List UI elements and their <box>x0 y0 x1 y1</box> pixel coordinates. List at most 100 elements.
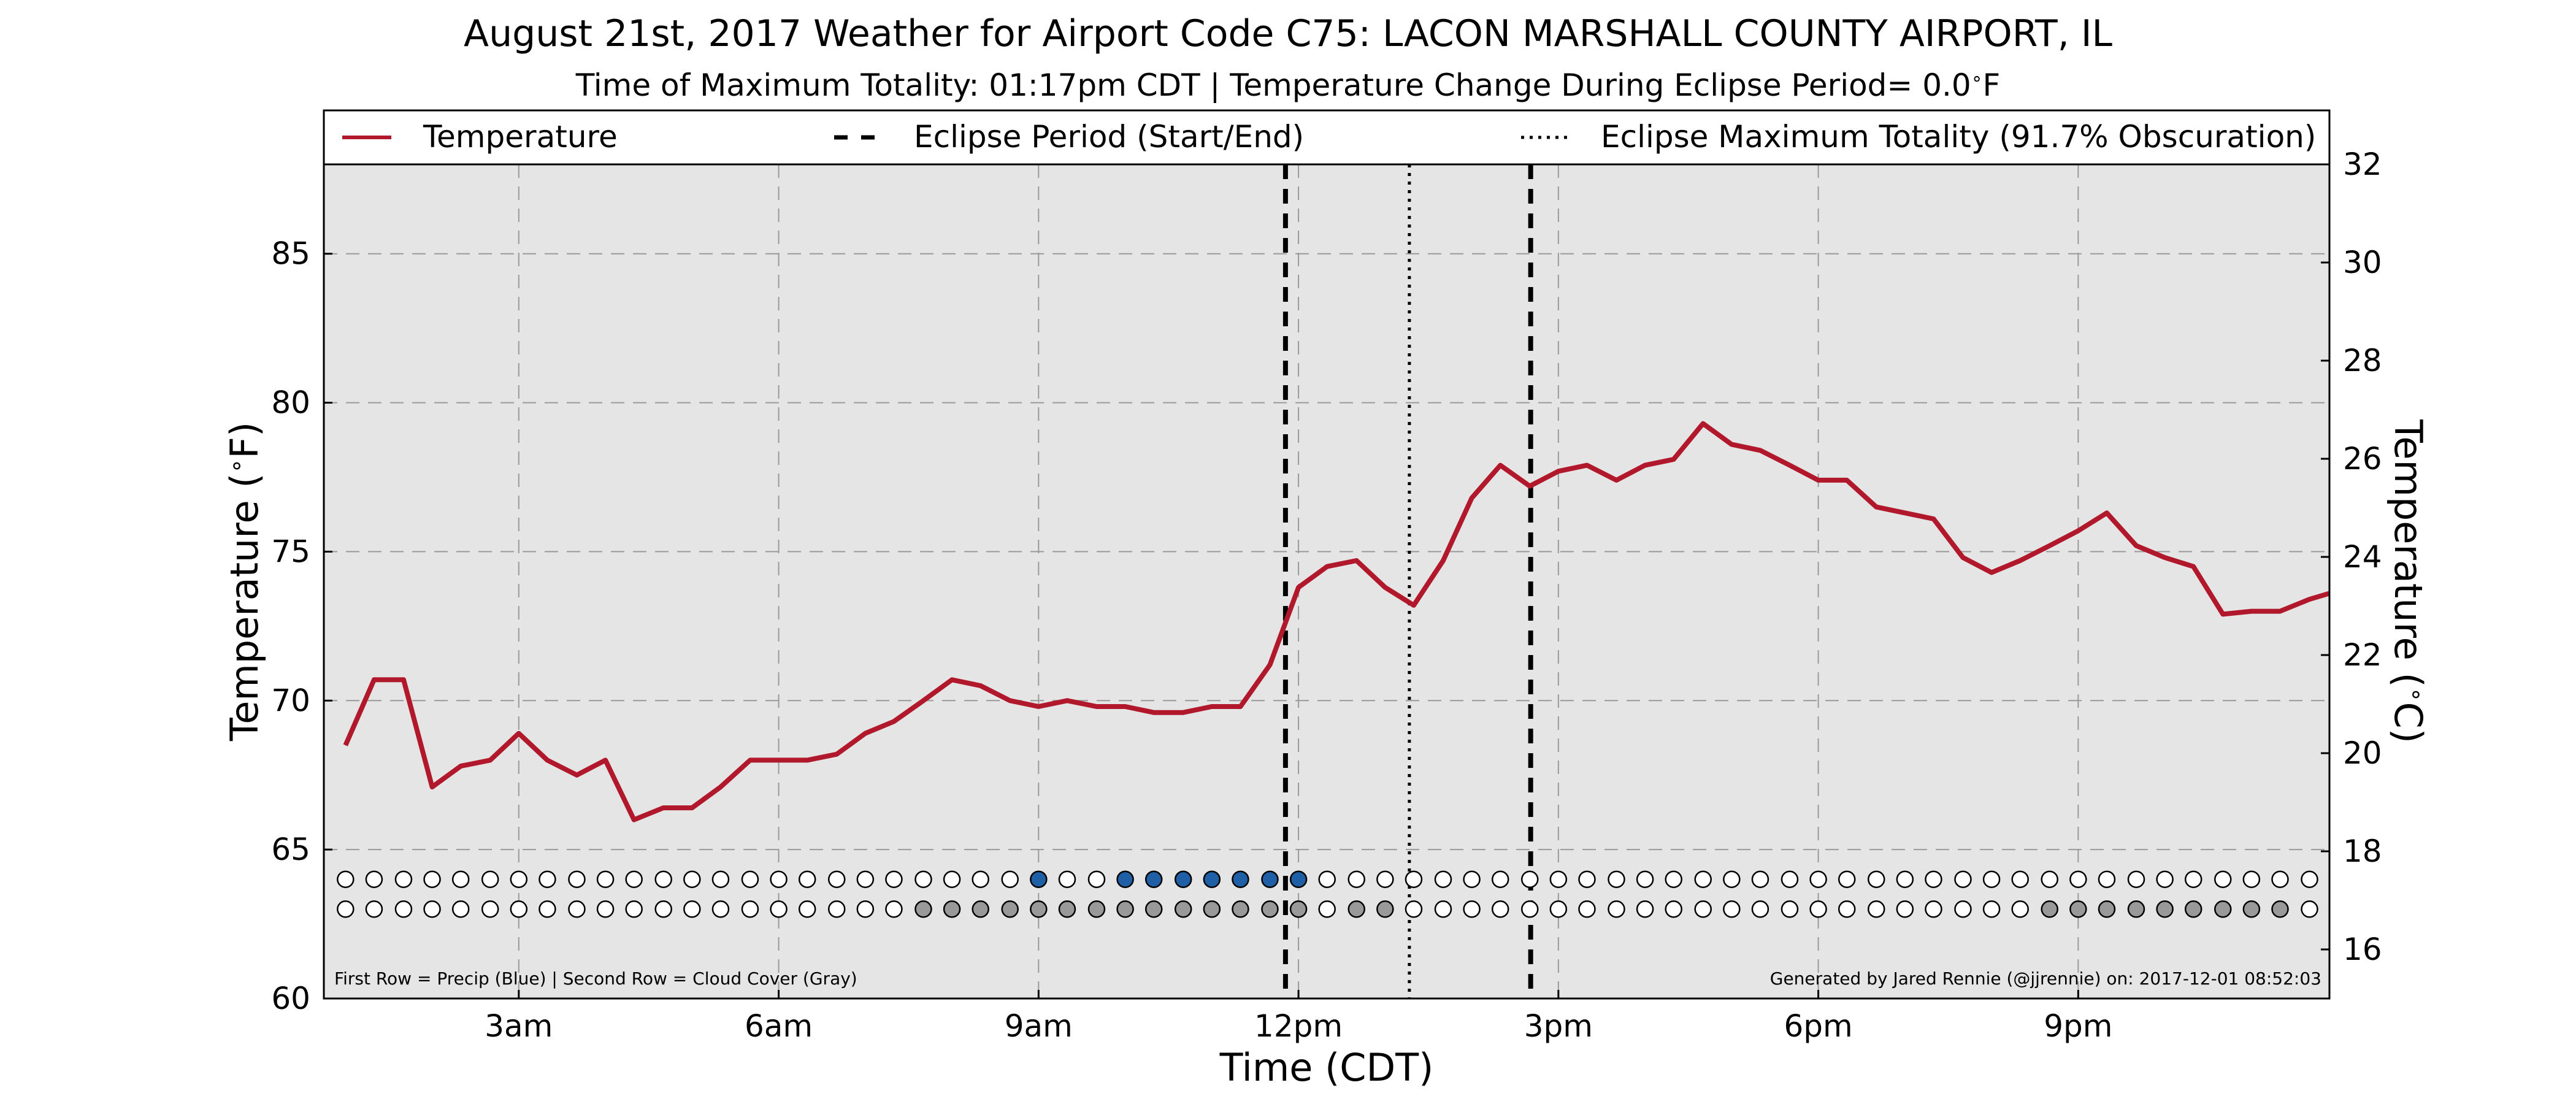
y-right-tick-label: 28 <box>2343 343 2382 378</box>
precip-dot <box>1896 870 1914 888</box>
cloud-cover-dot <box>365 900 383 918</box>
dot-rows-note: First Row = Precip (Blue) | Second Row =… <box>334 968 857 989</box>
plot-frame <box>323 163 2331 1000</box>
precip-dot <box>1347 870 1365 888</box>
precip-dot <box>1261 870 1279 888</box>
cloud-cover-dot <box>568 900 586 918</box>
precip-dot <box>1203 870 1221 888</box>
precip-dot <box>568 870 586 888</box>
cloud-cover-dot <box>481 900 499 918</box>
chart-subtitle-unit: F <box>1983 67 2001 103</box>
precip-dot <box>1751 870 1769 888</box>
cloud-cover-dot <box>2127 900 2145 918</box>
cloud-cover-dot <box>451 900 470 918</box>
precip-dot <box>683 870 701 888</box>
cloud-cover-dot <box>2214 900 2232 918</box>
precip-dot <box>1087 870 1106 888</box>
cloud-cover-dot <box>1030 900 1048 918</box>
cloud-cover-dot <box>683 900 701 918</box>
precip-cloud-dots <box>337 870 2318 918</box>
precip-dot <box>914 870 932 888</box>
cloud-cover-dot <box>972 900 989 918</box>
legend-eclipse-max-label: Eclipse Maximum Totality (91.7% Obscurat… <box>1601 119 2316 155</box>
cloud-cover-dot <box>1405 900 1423 918</box>
precip-dot <box>1463 870 1481 888</box>
precip-dot <box>2184 870 2202 888</box>
cloud-cover-dot <box>1982 900 2001 918</box>
cloud-cover-dot <box>1232 900 1249 918</box>
plot-background <box>324 164 2329 999</box>
legend-temperature-label: Temperature <box>423 119 618 155</box>
precip-dot <box>1376 870 1394 888</box>
precip-dot <box>1520 870 1539 888</box>
y-axis-right-label-text: Temperature ( <box>2386 419 2431 688</box>
chart-title: August 21st, 2017 Weather for Airport Co… <box>464 12 2113 55</box>
precip-dot <box>1954 870 1972 888</box>
y-axis-right-degree: ∘ <box>2403 688 2430 702</box>
precip-dot <box>1925 870 1942 888</box>
y-right-tick-label: 16 <box>2343 932 2382 967</box>
cloud-cover-dot <box>1520 900 1539 918</box>
y-right-tick-label: 30 <box>2343 245 2382 280</box>
cloud-cover-dot <box>741 900 759 918</box>
cloud-cover-dot <box>711 900 730 918</box>
precip-dot <box>1809 870 1827 888</box>
precip-dot <box>856 870 875 888</box>
cloud-cover-dot <box>1608 900 1625 918</box>
cloud-cover-dot <box>1751 900 1769 918</box>
precip-dot <box>885 870 903 888</box>
cloud-cover-dot <box>770 900 788 918</box>
cloud-cover-dot <box>2011 900 2029 918</box>
cloud-cover-dot <box>654 900 672 918</box>
cloud-cover-dot <box>2069 900 2087 918</box>
x-tick-label: 9pm <box>2044 1008 2112 1044</box>
precip-dot <box>2098 870 2116 888</box>
precip-dot <box>2156 870 2174 888</box>
precip-dot <box>2271 870 2289 888</box>
x-axis-label: Time (CDT) <box>1219 1045 1434 1090</box>
precip-dot <box>451 870 470 888</box>
precip-dot <box>1434 870 1452 888</box>
y-axis-right-unit: C) <box>2386 702 2431 743</box>
cloud-cover-dot <box>2184 900 2202 918</box>
cloud-cover-dot <box>1954 900 1972 918</box>
y-right-tick-label: 32 <box>2343 147 2382 182</box>
cloud-cover-dot <box>1925 900 1942 918</box>
cloud-cover-dot <box>1289 900 1308 918</box>
y-left-tick-label: 80 <box>271 385 310 421</box>
precip-dot <box>510 870 528 888</box>
y-axis-right-label: Temperature (∘C) <box>2386 419 2431 743</box>
precip-dot <box>741 870 759 888</box>
y-axis-left-label-text: Temperature ( <box>222 473 267 742</box>
chart-subtitle-degree: ∘ <box>1971 68 1983 90</box>
precip-dot <box>1144 870 1163 888</box>
cloud-cover-dot <box>2271 900 2289 918</box>
y-left-tick-label: 65 <box>271 832 310 867</box>
cloud-cover-dot <box>2098 900 2116 918</box>
generated-by-note: Generated by Jared Rennie (@jjrennie) on… <box>1770 968 2321 989</box>
precip-dot <box>1058 870 1076 888</box>
cloud-cover-dot <box>2242 900 2261 918</box>
legend-box <box>323 109 2331 166</box>
y-axis-left-unit: F) <box>222 422 267 459</box>
precip-dot <box>1578 870 1596 888</box>
precip-dot <box>1549 870 1568 888</box>
y-right-tick-label: 24 <box>2343 539 2382 575</box>
cloud-cover-dot <box>1867 900 1885 918</box>
y-right-tick-label: 26 <box>2343 441 2382 477</box>
cloud-cover-dot <box>1116 900 1134 918</box>
precip-dot <box>943 870 961 888</box>
precip-dot <box>827 870 846 888</box>
precip-dot <box>654 870 672 888</box>
x-tick-label: 9am <box>1005 1008 1073 1044</box>
x-tick-label: 12pm <box>1254 1008 1343 1044</box>
cloud-cover-dot <box>1838 900 1856 918</box>
precip-dot <box>1608 870 1625 888</box>
precip-dot <box>1867 870 1885 888</box>
precip-dot <box>2127 870 2145 888</box>
cloud-cover-dot <box>1058 900 1076 918</box>
cloud-cover-dot <box>596 900 615 918</box>
precip-dot <box>1001 870 1019 888</box>
precip-dot <box>481 870 499 888</box>
temperature-series-line <box>343 421 2331 822</box>
